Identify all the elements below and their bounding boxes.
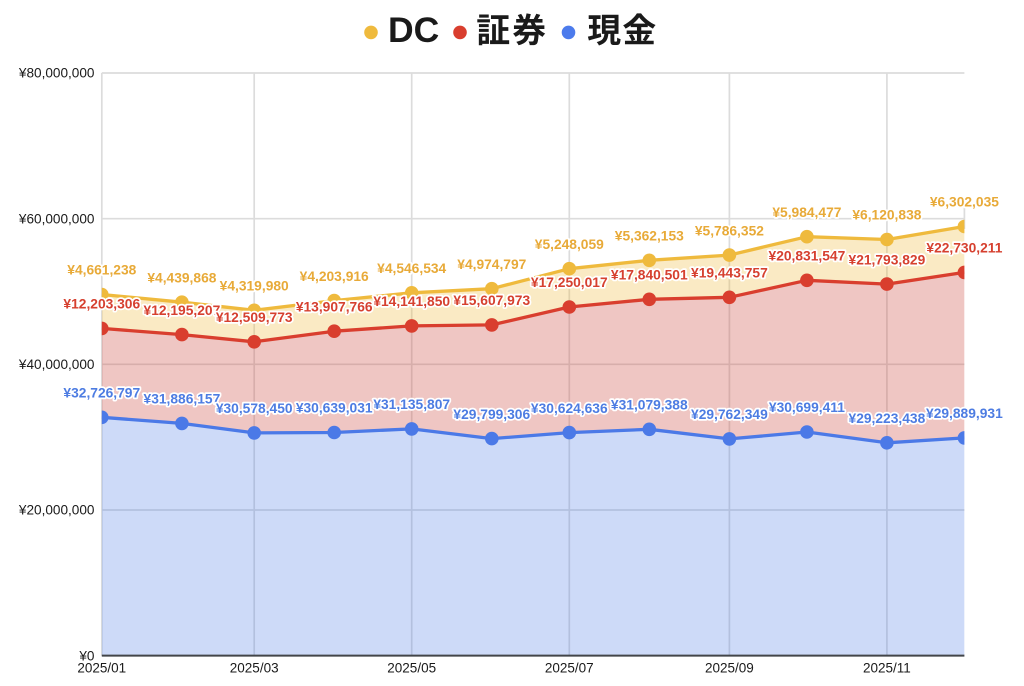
svg-text:¥14,141,850: ¥14,141,850 <box>373 294 450 309</box>
svg-text:¥17,250,017: ¥17,250,017 <box>531 275 608 290</box>
svg-text:¥4,319,980: ¥4,319,980 <box>220 279 289 294</box>
svg-text:¥6,120,838: ¥6,120,838 <box>852 208 921 223</box>
svg-text:¥4,203,916: ¥4,203,916 <box>300 269 369 284</box>
svg-text:¥5,786,352: ¥5,786,352 <box>695 223 764 238</box>
svg-text:¥29,889,931: ¥29,889,931 <box>926 406 1003 421</box>
svg-text:2025/03: 2025/03 <box>230 661 279 676</box>
svg-text:¥29,223,438: ¥29,223,438 <box>849 411 926 426</box>
svg-text:¥12,509,773: ¥12,509,773 <box>216 310 293 325</box>
svg-text:¥12,203,306: ¥12,203,306 <box>63 297 140 312</box>
svg-text:¥31,079,388: ¥31,079,388 <box>611 398 688 413</box>
svg-text:¥17,840,501: ¥17,840,501 <box>611 268 688 283</box>
svg-text:¥6,302,035: ¥6,302,035 <box>930 195 999 210</box>
svg-text:¥31,886,157: ¥31,886,157 <box>144 392 221 407</box>
svg-text:¥60,000,000: ¥60,000,000 <box>18 211 95 226</box>
svg-text:¥30,639,031: ¥30,639,031 <box>296 401 373 416</box>
svg-text:¥19,443,757: ¥19,443,757 <box>691 266 768 281</box>
svg-text:DC: DC <box>388 10 439 50</box>
svg-text:¥21,793,829: ¥21,793,829 <box>849 252 926 267</box>
svg-text:¥29,762,349: ¥29,762,349 <box>691 407 768 422</box>
svg-text:¥20,000,000: ¥20,000,000 <box>18 503 95 518</box>
svg-text:¥4,974,797: ¥4,974,797 <box>457 257 526 272</box>
svg-text:¥4,546,534: ¥4,546,534 <box>377 261 446 276</box>
svg-text:2025/09: 2025/09 <box>705 661 754 676</box>
svg-text:¥0: ¥0 <box>78 648 95 663</box>
svg-text:¥30,578,450: ¥30,578,450 <box>216 401 293 416</box>
svg-text:¥40,000,000: ¥40,000,000 <box>18 357 95 372</box>
svg-text:¥15,607,973: ¥15,607,973 <box>453 293 530 308</box>
svg-text:¥80,000,000: ¥80,000,000 <box>18 66 95 81</box>
svg-text:¥20,831,547: ¥20,831,547 <box>769 249 846 264</box>
svg-text:¥12,195,207: ¥12,195,207 <box>144 303 221 318</box>
svg-text:¥4,661,238: ¥4,661,238 <box>67 263 136 278</box>
svg-text:2025/05: 2025/05 <box>387 661 436 676</box>
svg-text:2025/07: 2025/07 <box>545 661 594 676</box>
svg-text:¥22,730,211: ¥22,730,211 <box>926 241 1002 256</box>
svg-text:¥13,907,766: ¥13,907,766 <box>296 299 373 314</box>
svg-text:¥30,624,636: ¥30,624,636 <box>531 401 608 416</box>
svg-text:¥4,439,868: ¥4,439,868 <box>147 270 216 285</box>
svg-text:¥30,699,411: ¥30,699,411 <box>769 400 845 415</box>
svg-text:¥31,135,807: ¥31,135,807 <box>373 397 450 412</box>
svg-text:2025/01: 2025/01 <box>77 661 126 676</box>
svg-text:¥5,362,153: ¥5,362,153 <box>615 229 684 244</box>
svg-text:2025/11: 2025/11 <box>863 661 911 676</box>
svg-text:¥5,248,059: ¥5,248,059 <box>535 237 604 252</box>
svg-text:¥32,726,797: ¥32,726,797 <box>63 386 140 401</box>
svg-text:¥5,984,477: ¥5,984,477 <box>772 205 841 220</box>
svg-text:¥29,799,306: ¥29,799,306 <box>453 407 530 422</box>
